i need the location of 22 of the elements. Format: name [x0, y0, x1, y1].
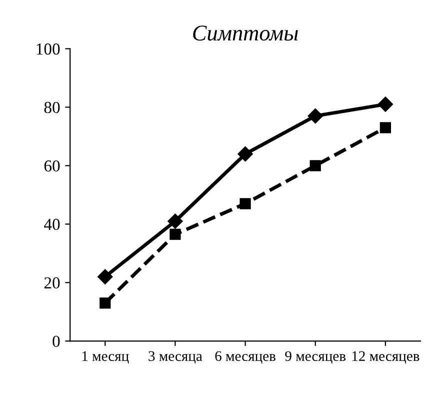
- y-tick-label: 40: [44, 218, 60, 230]
- point: [240, 198, 251, 210]
- y-tick-label: 60: [44, 160, 60, 172]
- point: [380, 122, 391, 134]
- y-tick-label: 20: [44, 277, 60, 289]
- x-tick-label: 6 месяцев: [215, 351, 276, 364]
- x-tick-label: 3 месяца: [148, 351, 202, 364]
- y-tick-label: 0: [52, 336, 60, 347]
- point: [308, 108, 323, 124]
- chart-title: Симптомы: [193, 26, 298, 41]
- y-tick-label: 80: [44, 102, 60, 114]
- point: [98, 269, 113, 284]
- point: [100, 297, 111, 309]
- point: [168, 214, 183, 229]
- x-tick-label: 1 месяц: [82, 351, 129, 364]
- x-tick-label: 12 месяцев: [352, 351, 420, 364]
- point: [238, 146, 253, 162]
- y-tick-label: 100: [36, 43, 60, 55]
- x-tick-label: 9 месяцев: [285, 351, 346, 364]
- point: [170, 228, 181, 240]
- point: [310, 160, 321, 172]
- point: [378, 96, 394, 112]
